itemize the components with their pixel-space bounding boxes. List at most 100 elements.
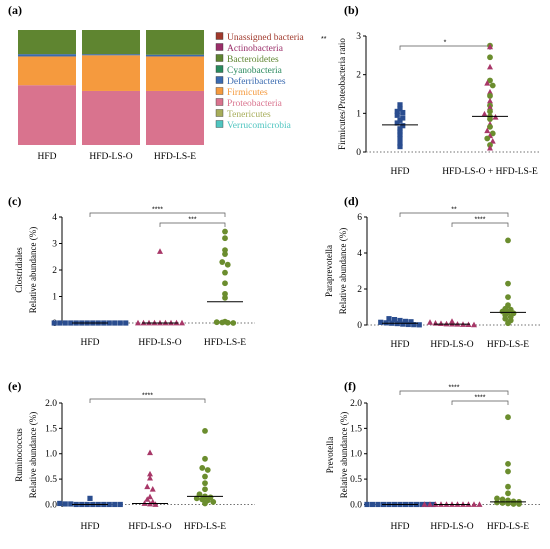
significance-bracket	[399, 390, 509, 395]
legend-label: Firmicutes	[227, 88, 268, 98]
legend-label: Bacteroidetes	[227, 55, 279, 65]
data-point	[62, 501, 68, 507]
data-point	[505, 483, 511, 490]
data-point	[378, 319, 384, 325]
data-point	[419, 501, 425, 508]
data-point	[202, 480, 208, 487]
data-point	[487, 144, 493, 151]
y-axis-title: Prevotella	[325, 437, 335, 474]
data-point	[427, 501, 433, 507]
data-point	[505, 460, 511, 467]
category-label: HFD-LS-O	[89, 152, 132, 162]
data-point	[202, 428, 208, 434]
data-point	[421, 501, 428, 507]
data-point	[484, 79, 491, 86]
data-point	[400, 123, 406, 129]
data-point	[369, 501, 376, 508]
data-point	[505, 468, 511, 475]
stacked-bar-segment	[146, 56, 204, 91]
data-point	[147, 449, 153, 456]
data-point	[499, 500, 506, 506]
category-label: HFD-LS-E	[184, 522, 226, 532]
data-point	[487, 108, 493, 115]
data-point	[489, 82, 496, 89]
data-point	[199, 465, 206, 471]
data-point	[505, 280, 511, 287]
data-point	[112, 320, 118, 326]
data-point	[394, 120, 400, 126]
data-point	[430, 501, 436, 508]
data-point	[397, 117, 403, 123]
y-tick-label: 2	[357, 285, 362, 295]
significance-bracket	[451, 222, 509, 227]
significance-label: **	[451, 207, 457, 214]
data-point	[149, 498, 156, 505]
data-point	[494, 495, 500, 502]
legend-swatch	[215, 32, 224, 40]
y-tick-label: 1	[356, 109, 361, 119]
data-point	[219, 319, 226, 326]
data-point	[62, 320, 68, 326]
data-point	[230, 320, 237, 326]
data-point	[505, 294, 511, 300]
data-point	[222, 290, 228, 297]
y-tick-label: 2.0	[45, 399, 57, 409]
y-axis-title: Clostridiales	[14, 247, 24, 293]
data-point	[487, 63, 493, 70]
stacked-bar-segment	[18, 56, 76, 86]
data-point	[193, 495, 200, 502]
y-axis-title: Firmicutes/Proteobacteria ratio	[337, 38, 347, 150]
significance-bracket	[451, 400, 509, 405]
data-point	[199, 496, 206, 503]
data-point	[202, 473, 208, 480]
panel-label: (c)	[8, 194, 21, 208]
data-point	[484, 127, 491, 134]
data-point	[397, 106, 403, 112]
y-tick-label: 1.5	[45, 424, 57, 434]
y-axis-subtitle: Relative abundance (%)	[338, 228, 348, 314]
y-axis-subtitle: Relative abundance (%)	[28, 412, 38, 498]
data-point	[505, 500, 511, 507]
y-tick-label: 0	[357, 321, 362, 331]
data-point	[157, 248, 163, 254]
y-tick-label: 4	[52, 213, 57, 223]
panel-a: (a) HFD HFD-LS-O HFD-LS-E Unassigned bacteri…	[8, 3, 327, 162]
data-point	[424, 501, 431, 508]
data-point	[471, 321, 477, 328]
data-point	[222, 247, 228, 254]
data-point	[487, 77, 493, 84]
data-point	[394, 112, 400, 118]
data-point	[149, 486, 156, 492]
category-label: HFD-LS-O	[128, 522, 171, 532]
data-point	[222, 294, 228, 301]
legend-swatch	[215, 65, 224, 73]
stacked-bar-segment	[82, 54, 140, 56]
significance-label: ****	[142, 393, 153, 400]
data-point	[400, 115, 406, 121]
significance-label: ****	[449, 385, 460, 392]
data-point	[487, 54, 493, 61]
data-point	[117, 320, 123, 326]
data-point	[487, 116, 493, 123]
data-point	[375, 501, 381, 508]
data-point	[487, 104, 493, 110]
y-tick-label: 1.5	[350, 424, 362, 434]
data-point	[402, 318, 409, 324]
stacked-bar-segment	[82, 55, 140, 91]
data-point	[489, 130, 496, 137]
data-point	[400, 109, 406, 116]
data-point	[397, 135, 403, 142]
legend-label: Unassigned bacteria	[227, 33, 305, 43]
category-label: HFD	[390, 340, 409, 350]
significance-bracket	[159, 222, 226, 227]
data-point	[481, 110, 488, 117]
data-point	[489, 137, 496, 144]
data-point	[487, 123, 493, 130]
stacked-bar-segment	[146, 90, 204, 145]
category-label: HFD-LS-O	[430, 522, 473, 532]
significance-bracket	[89, 212, 226, 217]
data-point	[202, 486, 208, 493]
category-label: HFD-LS-O	[430, 340, 473, 350]
data-point	[487, 88, 493, 95]
panel-b: (b) 0 1 2 3 Firmicutes/Proteobacteria ratio HF…	[337, 3, 540, 177]
